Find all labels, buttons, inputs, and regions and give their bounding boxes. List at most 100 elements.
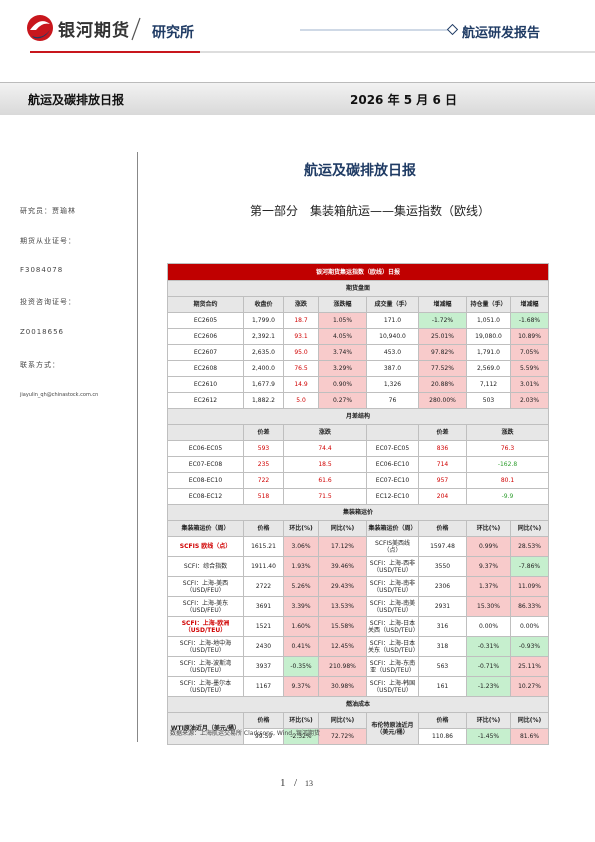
subheader-title: 航运及碳排放日报 xyxy=(28,93,125,107)
table-cell: 2,635.0 xyxy=(243,344,284,361)
table-row: EC2605 1,799.0 18.7 1.05% 171.0 -1.72% 1,051.0… xyxy=(167,312,550,329)
logo-text: 银河期货 xyxy=(58,21,130,41)
table-cell: 1521 xyxy=(243,616,284,637)
table-cell: 503 xyxy=(466,392,511,409)
table-cell: 环比(%) xyxy=(283,520,319,537)
page-separator: / xyxy=(294,777,298,789)
sidebar-item: jiayulin_qh@chinastock.com.cn xyxy=(20,392,99,398)
table-cell: WTI原油近月（美元/桶） xyxy=(167,712,244,745)
table-cell: 714 xyxy=(418,456,467,473)
table-cell: 价格 xyxy=(418,712,467,729)
table-cell: 25.01% xyxy=(418,328,467,345)
table-cell: 1,051.0 xyxy=(466,312,511,329)
table-row: 集装箱运价（周） 价格 环比(%) 同比(%) 集装箱运价（周） 价格 环比(%) 同比(%) xyxy=(167,520,550,537)
main-title: 航运及碳排放日报 xyxy=(304,163,416,179)
page-number: 1 xyxy=(280,777,286,789)
table-cell: SCFI：上海-欧洲（USD/TEU） xyxy=(167,616,244,637)
table-cell: 集装箱运价（周） xyxy=(167,520,244,537)
table-cell: 布伦特原油近月（美元/桶） xyxy=(366,712,419,745)
table-cell: -1.68% xyxy=(509,312,550,329)
table-cell: EC2612 xyxy=(167,392,244,409)
table-cell: 价格 xyxy=(243,712,284,729)
table-cell: -7.86% xyxy=(509,556,550,577)
table-cell: 81.6% xyxy=(509,728,550,745)
table-cell: 5.26% xyxy=(283,576,319,597)
table-cell: 836 xyxy=(418,440,467,457)
table-cell: 3.01% xyxy=(509,376,550,393)
diamond-icon xyxy=(446,23,459,36)
table-cell: 2722 xyxy=(243,576,284,597)
table-cell: EC2608 xyxy=(167,360,244,377)
table-row: 集装箱运价 xyxy=(166,504,550,521)
table-row: SCFI：上海-美东（USD/FEU） 3691 3.39% 13.53% SCFI：上… xyxy=(167,596,550,617)
table-cell: 957 xyxy=(418,472,467,489)
table-cell: 1911.40 xyxy=(243,556,284,577)
table-cell: 204 xyxy=(418,488,467,505)
table-row: SCFI：综合指数 1911.40 1.93% 39.46% SCFI：上海-西非（US… xyxy=(167,556,550,577)
table-cell: EC06-EC05 xyxy=(167,440,244,457)
table-cell: 20.88% xyxy=(418,376,467,393)
table-row: WTI原油近月（美元/桶） 价格 环比(%) 同比(%) 布伦特原油近月（美元/桶） 价格… xyxy=(167,712,550,745)
table-cell: 25.11% xyxy=(509,656,550,677)
table-cell: 387.0 xyxy=(366,360,419,377)
table-cell: 7.05% xyxy=(509,344,550,361)
table-row: 燃油成本 xyxy=(166,696,550,713)
table-cell: EC2610 xyxy=(167,376,244,393)
table-cell: 29.43% xyxy=(318,576,367,597)
table-cell: 1,882.2 xyxy=(243,392,284,409)
table-cell: 3.39% xyxy=(283,596,319,617)
table-cell: 2.03% xyxy=(509,392,550,409)
table-cell: 涨跌 xyxy=(283,424,367,441)
sidebar-rule xyxy=(137,152,138,742)
table-cell: 3.06% xyxy=(283,536,319,557)
header-graphics xyxy=(27,15,595,53)
table-cell: SCFI：上海-韩国（USD/TEU） xyxy=(366,676,419,697)
table-cell: EC12-EC10 xyxy=(366,488,419,505)
table-cell: SCFI：上海-美东（USD/FEU） xyxy=(167,596,244,617)
table-row: SCFI：上海-墨尔本（USD/TEU） 1167 9.37% 30.98% SCFI：… xyxy=(167,676,550,697)
division: 研究所 xyxy=(152,25,194,41)
table-cell: 0.90% xyxy=(318,376,367,393)
table-cell: 93.1 xyxy=(283,328,319,345)
table-cell: 价差 xyxy=(418,424,467,441)
table-cell: 13.53% xyxy=(318,596,367,617)
table-cell: 1.05% xyxy=(318,312,367,329)
table-cell: SCFI：上海-日本关东（USD/TEU） xyxy=(366,636,419,657)
table-row: EC06-EC05 593 74.4 EC07-EC05 836 76.3 xyxy=(167,440,550,457)
table-cell: 持仓量（手） xyxy=(466,296,511,313)
table-cell: SCFI：上海-墨尔本（USD/TEU） xyxy=(167,676,244,697)
table-cell: 银河期货集运指数（欧线）日报 xyxy=(166,263,550,281)
table-cell: 9.37% xyxy=(466,556,511,577)
table-cell: 7,112 xyxy=(466,376,511,393)
table-cell: 161 xyxy=(418,676,467,697)
table-cell: 210.98% xyxy=(318,656,367,677)
table-cell: 171.0 xyxy=(366,312,419,329)
table-row: SCFI：上海-地中海（USD/TEU） 2430 0.41% 12.45% SCFI：… xyxy=(167,636,550,657)
table-cell: EC08-EC10 xyxy=(167,472,244,489)
table-cell: 86.33% xyxy=(509,596,550,617)
table-cell: 593 xyxy=(243,440,284,457)
section-title: 第一部分 集装箱航运——集运指数（欧线） xyxy=(249,204,490,218)
table-cell: 期货盘面 xyxy=(166,280,550,297)
sidebar-item: F3084078 xyxy=(20,266,64,274)
logo-mark xyxy=(30,21,50,30)
table-cell: 1,326 xyxy=(366,376,419,393)
table-cell: 涨跌 xyxy=(283,296,319,313)
table-cell: 14.9 xyxy=(283,376,319,393)
page-total: 13 xyxy=(305,779,313,788)
table-cell: -1.23% xyxy=(466,676,511,697)
table-cell: 3937 xyxy=(243,656,284,677)
table-cell: 722 xyxy=(243,472,284,489)
subheader-band xyxy=(0,82,595,115)
table-row: EC08-EC12 518 71.5 EC12-EC10 204 -9.9 xyxy=(167,488,550,505)
table-cell: 97.82% xyxy=(418,344,467,361)
table-cell: 1.93% xyxy=(283,556,319,577)
table-row: SCFIS 欧线（点） 1615.21 3.06% 17.12% SCFIS美西线（点）… xyxy=(167,536,550,557)
table-cell: 涨跌 xyxy=(465,424,550,441)
table-cell: 环比(%) xyxy=(466,712,511,729)
subheader-date: 2026 年 5 月 6 日 xyxy=(350,93,457,107)
table-row: 月差结构 xyxy=(166,408,550,425)
table-cell: 563 xyxy=(418,656,467,677)
table-cell: 453.0 xyxy=(366,344,419,361)
